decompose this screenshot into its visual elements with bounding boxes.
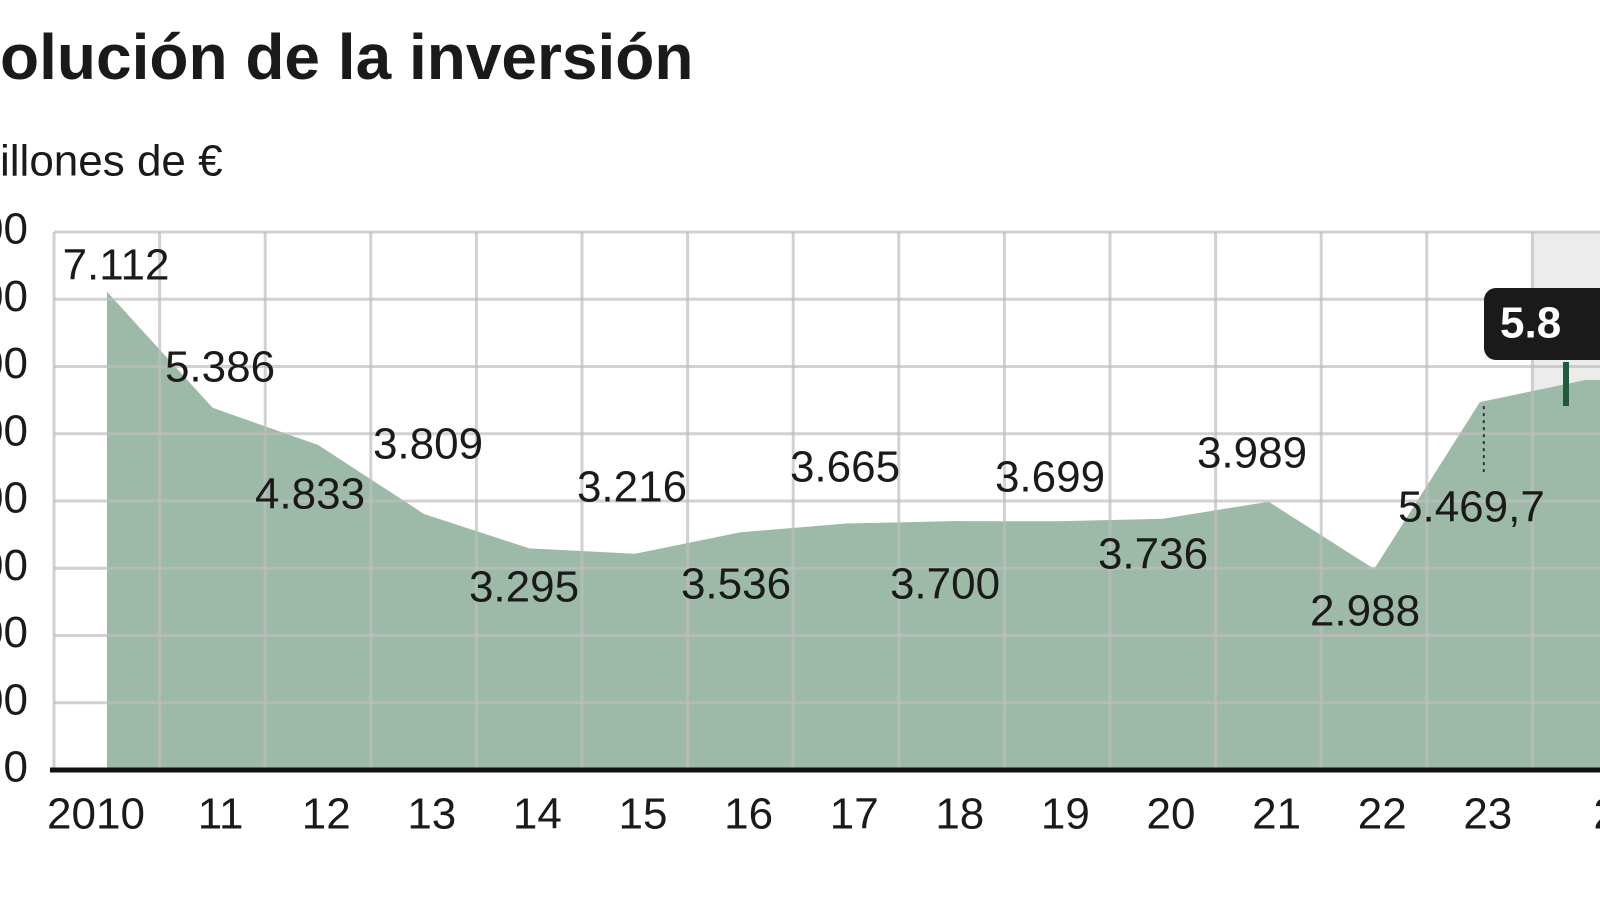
x-tick-label: 2010 [47,790,145,839]
y-tick-label: 3.000 [0,541,28,590]
data-label: 5.469,7 [1398,483,1545,532]
x-tick-label: 12 [302,790,351,839]
data-label: 3.700 [890,560,1000,609]
data-label: 3.295 [469,563,579,612]
chart-subtitle: illones de € [0,137,223,186]
callout-label: 5.8 [1500,299,1561,348]
x-tick-label: 23 [1463,790,1512,839]
y-tick-label: 4.000 [0,474,28,523]
data-label: 5.386 [165,343,275,392]
x-tick-label: 22 [1358,790,1407,839]
x-tick-label: 15 [619,790,668,839]
x-tick-label: 18 [935,790,984,839]
x-tick-label: 17 [830,790,879,839]
y-tick-label: 0 [4,743,28,792]
area [107,291,1600,770]
x-tick-label: 13 [407,790,456,839]
y-tick-label: 2.000 [0,608,28,657]
data-label: 3.216 [577,463,687,512]
callout-box [1484,288,1600,360]
x-tick-label: 20 [1147,790,1196,839]
data-label: 3.809 [373,420,483,469]
data-label: 7.112 [63,241,170,290]
x-tick-label: 21 [1252,790,1301,839]
y-tick-label: 6.000 [0,339,28,388]
y-tick-label: 1.000 [0,675,28,724]
data-label: 3.699 [995,453,1105,502]
x-tick-label: 19 [1041,790,1090,839]
data-label: 3.989 [1197,429,1307,478]
data-label: 3.665 [790,443,900,492]
y-tick-label: 8.000 [0,205,28,254]
x-tick-label: 11 [198,790,244,839]
data-label: 3.736 [1098,530,1208,579]
y-tick-label: 7.000 [0,272,28,321]
y-tick-label: 5.000 [0,406,28,455]
data-label: 2.988 [1310,587,1420,636]
data-label: 3.536 [681,560,791,609]
chart-title: olución de la inversión [0,21,693,93]
x-tick-label: 16 [724,790,773,839]
x-tick-label: 14 [513,790,562,839]
data-label: 4.833 [255,470,365,519]
x-tick-label: 2 [1593,790,1600,839]
